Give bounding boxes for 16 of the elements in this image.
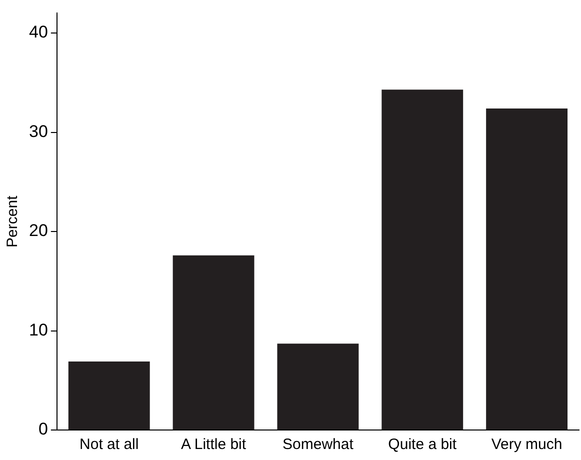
y-tick-label: 0 (38, 420, 48, 439)
y-tick-label: 20 (28, 221, 48, 240)
bar (277, 344, 359, 430)
y-tick-label: 10 (28, 320, 48, 340)
bar (172, 255, 254, 430)
y-axis-title: Percent (4, 194, 22, 248)
bar (68, 362, 150, 430)
x-tick-label: Very much (491, 436, 562, 454)
bar (486, 108, 568, 430)
x-tick-label: A Little bit (181, 436, 247, 454)
y-tick-label: 30 (28, 122, 48, 141)
y-tick-label: 40 (28, 22, 48, 42)
x-tick-label: Quite a bit (388, 436, 458, 454)
x-tick-label: Not at all (80, 436, 139, 454)
bar (382, 90, 464, 430)
x-tick-label: Somewhat (282, 436, 354, 454)
